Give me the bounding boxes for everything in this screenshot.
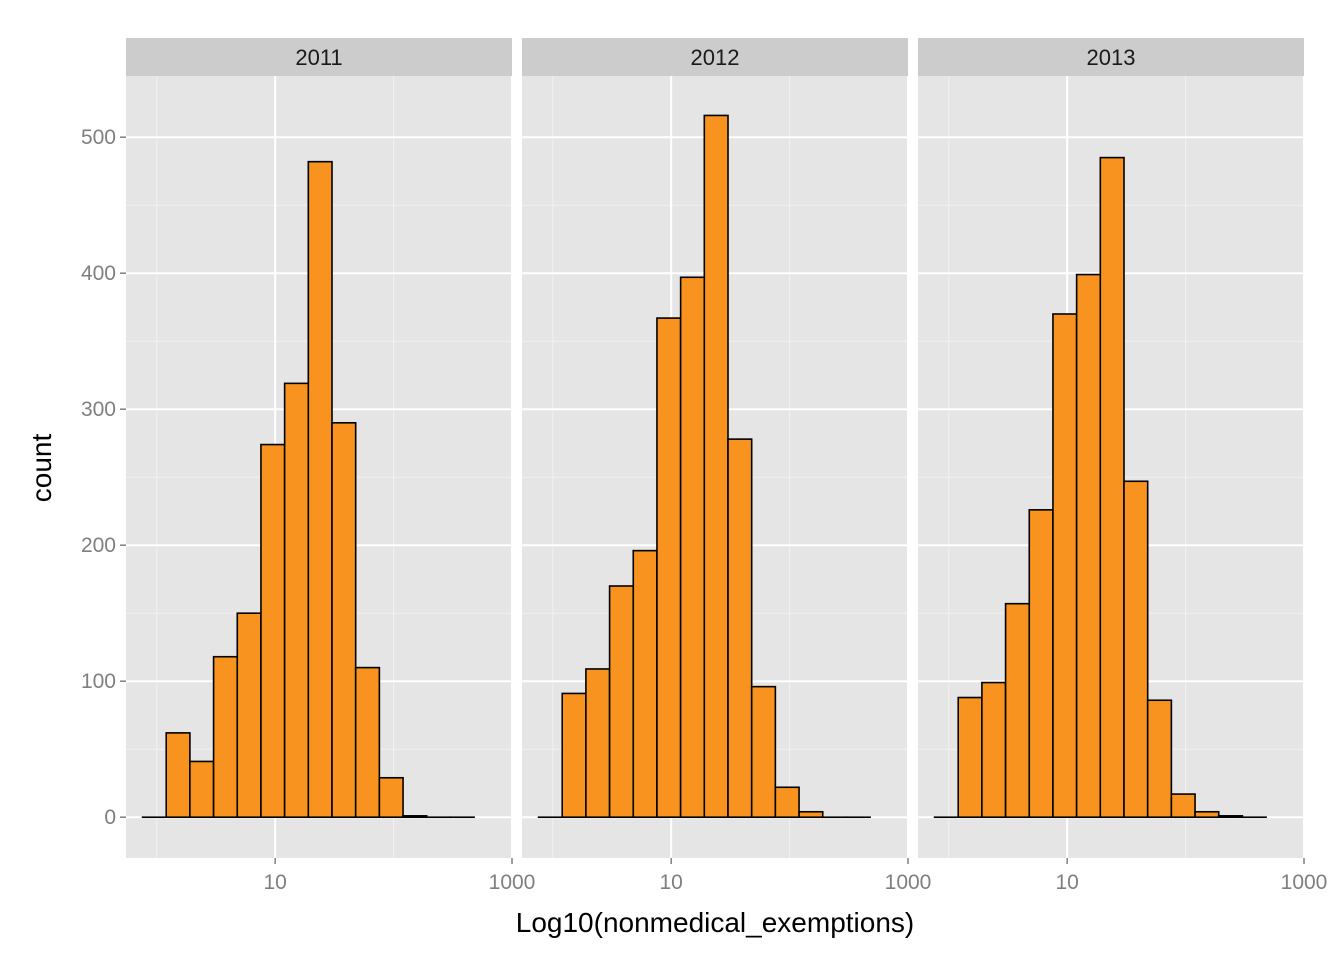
- histogram-bar: [165, 732, 191, 819]
- histogram-bar: [1217, 815, 1244, 819]
- histogram-bar: [283, 382, 310, 818]
- y-tick-label: 100: [81, 670, 116, 693]
- bars: [537, 114, 871, 819]
- histogram-bar: [236, 612, 262, 819]
- facet-panel-2012: 2012 10 1000: [522, 38, 931, 894]
- histogram-bar: [307, 160, 333, 819]
- facet-strip: [522, 38, 908, 76]
- y-tick-label: 500: [81, 126, 116, 149]
- histogram-bar: [774, 786, 800, 819]
- x-tick-label: 1000: [1281, 871, 1328, 894]
- histogram-bar: [402, 815, 428, 819]
- x-tick-label: 10: [659, 871, 682, 894]
- histogram-bar: [679, 276, 706, 818]
- y-axis-title: count: [26, 434, 57, 503]
- y-tick-label: 400: [81, 262, 116, 285]
- histogram-bar: [1146, 699, 1173, 818]
- histogram-bar: [1075, 273, 1102, 819]
- bars: [141, 160, 475, 819]
- histogram-bar: [354, 666, 381, 818]
- histogram-bar: [1194, 810, 1220, 819]
- x-tick-label: 1000: [885, 871, 932, 894]
- histogram-bar: [656, 317, 682, 818]
- y-tick-label: 200: [81, 534, 116, 557]
- y-axis: 0 100 200 300 400 500: [81, 126, 126, 829]
- histogram-bar: [1004, 602, 1031, 818]
- histogram-bar: [798, 810, 824, 819]
- facet-panels: 2011 10 1000 2012 10 1000 2013 10 1000: [126, 38, 1327, 894]
- y-tick-label: 0: [104, 806, 116, 829]
- histogram-bar: [1099, 156, 1125, 818]
- x-tick-label: 1000: [489, 871, 536, 894]
- facet-panel-2013: 2013 10 1000: [918, 38, 1327, 894]
- histogram-bar: [378, 776, 404, 819]
- histogram-bar: [331, 421, 357, 818]
- facet-panel-2011: 2011 10 1000: [126, 38, 535, 894]
- histogram-bar: [189, 760, 215, 819]
- y-tick-label: 300: [81, 398, 116, 421]
- histogram-bar: [632, 549, 658, 819]
- histogram-bar: [703, 114, 729, 819]
- facet-strip-label: 2013: [1087, 45, 1136, 70]
- histogram-bar: [957, 696, 983, 819]
- histogram-bar: [212, 655, 239, 818]
- histogram-bar: [260, 443, 286, 819]
- facet-strip-label: 2011: [295, 45, 342, 70]
- x-axis-title: Log10(nonmedical_exemptions): [516, 907, 914, 938]
- x-tick-label: 10: [1055, 871, 1078, 894]
- histogram-bar: [561, 692, 587, 819]
- histogram-bar: [727, 438, 753, 818]
- facet-strip: [126, 38, 512, 76]
- x-tick-label: 10: [263, 871, 286, 894]
- histogram-bar: [1028, 509, 1054, 818]
- histogram-bar: [750, 685, 777, 819]
- histogram-bar: [1123, 480, 1149, 819]
- bars: [933, 156, 1267, 819]
- histogram-bar: [1052, 313, 1078, 819]
- histogram-bar: [585, 668, 611, 819]
- histogram-bar: [981, 681, 1007, 818]
- histogram-bar: [1170, 793, 1196, 819]
- facet-strip: [918, 38, 1304, 76]
- histogram-bar: [608, 585, 635, 818]
- facet-strip-label: 2012: [691, 45, 740, 70]
